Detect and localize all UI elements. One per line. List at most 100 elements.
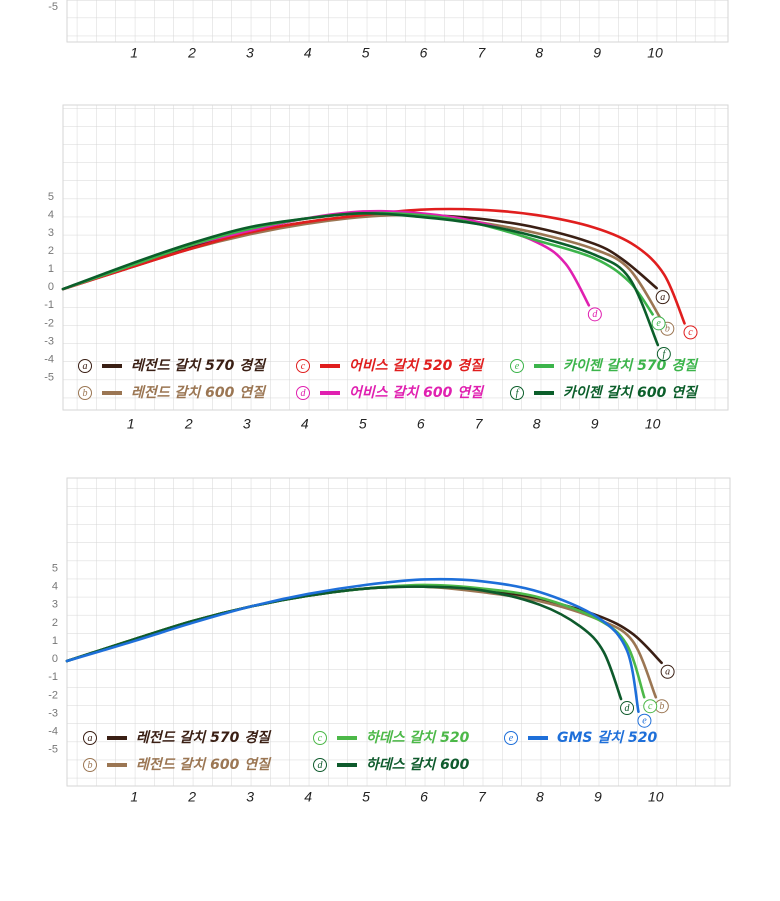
legend-label: 레전드 갈치 570 경질 — [136, 730, 272, 746]
legend-marker-letter: a — [83, 361, 88, 372]
legend-label: 레전드 갈치 600 연질 — [131, 385, 267, 401]
legend-marker — [78, 386, 92, 400]
x-tick-label: 3 — [246, 45, 254, 61]
x-tick-label: 5 — [362, 789, 370, 805]
x-tick-label: 10 — [648, 789, 664, 805]
end-marker-letter: d — [592, 309, 598, 320]
legend-marker-letter: c — [301, 361, 306, 372]
y-tick-label: -1 — [48, 671, 58, 683]
x-tick-label: 8 — [533, 416, 541, 432]
y-tick-label: -3 — [48, 707, 58, 719]
x-tick-label: 5 — [359, 416, 367, 432]
legend-marker — [83, 731, 97, 745]
x-tick-label: 4 — [304, 789, 312, 805]
y-tick-label: 3 — [52, 599, 58, 611]
y-tick-label: -3 — [44, 335, 54, 347]
x-tick-label: 4 — [304, 45, 312, 61]
legend-marker — [296, 359, 310, 373]
x-tick-label: 1 — [127, 416, 135, 432]
legend-label: 어비스 갈치 600 연질 — [349, 385, 485, 401]
end-marker — [656, 347, 671, 362]
x-tick-label: 9 — [594, 789, 602, 805]
y-tick-label: 0 — [48, 281, 54, 293]
x-tick-label: 2 — [184, 416, 193, 432]
end-marker — [660, 664, 675, 679]
y-tick-label: -4 — [48, 726, 58, 738]
y-tick-label: -5 — [48, 1, 58, 13]
y-tick-label: 2 — [48, 245, 54, 257]
y-tick-label: 4 — [52, 581, 58, 593]
y-tick-label: 5 — [52, 562, 58, 574]
y-tick-label: 3 — [48, 227, 54, 239]
legend-label: 레전드 갈치 600 연질 — [136, 757, 272, 773]
plot-area — [62, 104, 729, 411]
x-tick-label: 7 — [475, 416, 484, 432]
end-marker-letter: c — [688, 327, 693, 338]
y-tick-label: -4 — [44, 353, 54, 365]
end-marker-letter: b — [665, 324, 670, 335]
end-marker-letter: a — [665, 667, 670, 678]
trajectory-line — [65, 585, 623, 701]
end-marker — [683, 325, 698, 340]
x-tick-label: 3 — [246, 789, 254, 805]
legend-marker-letter: f — [516, 388, 520, 399]
end-marker-letter: a — [660, 292, 665, 303]
x-tick-label: 6 — [417, 416, 425, 432]
end-marker-letter: c — [648, 701, 653, 712]
x-tick-label: 6 — [420, 789, 428, 805]
plot-area — [66, 0, 729, 43]
x-tick-label: 10 — [647, 45, 663, 61]
legend-marker — [83, 758, 97, 772]
y-tick-label: -2 — [48, 689, 58, 701]
end-marker — [637, 713, 652, 728]
y-tick-label: -5 — [48, 744, 58, 756]
legend-marker — [510, 386, 524, 400]
x-tick-label: 7 — [478, 45, 487, 61]
end-marker — [651, 316, 666, 331]
trajectory-line — [61, 211, 660, 347]
end-marker — [655, 290, 670, 305]
x-tick-label: 8 — [535, 45, 543, 61]
trajectory-line — [65, 577, 640, 714]
x-tick-label: 6 — [420, 45, 428, 61]
x-tick-label: 7 — [478, 789, 487, 805]
legend-label: 카이젠 갈치 600 연질 — [563, 385, 699, 401]
y-tick-label: 0 — [52, 653, 58, 665]
end-marker — [620, 701, 635, 716]
trajectory-line — [61, 207, 686, 325]
y-tick-label: 1 — [48, 263, 54, 275]
x-tick-label: 8 — [536, 789, 544, 805]
legend-marker-letter: b — [88, 760, 93, 771]
legend-marker — [296, 386, 310, 400]
x-tick-label: 3 — [243, 416, 251, 432]
y-tick-label: -1 — [44, 299, 54, 311]
end-marker-letter: d — [625, 703, 631, 714]
legend-marker-letter: e — [515, 361, 520, 372]
legend-marker — [504, 731, 518, 745]
x-tick-label: 2 — [187, 45, 196, 61]
legend-label: 하데스 갈치 520 — [366, 730, 470, 746]
legend-marker — [313, 758, 327, 772]
y-tick-label: 5 — [48, 191, 54, 203]
legend-marker — [78, 359, 92, 373]
y-tick-label: -5 — [44, 371, 54, 383]
legend-marker-letter: b — [83, 388, 88, 399]
legend-marker-letter: e — [509, 733, 514, 744]
legend-label: 카이젠 갈치 570 경질 — [563, 358, 699, 374]
x-tick-label: 1 — [130, 45, 138, 61]
end-marker-letter: e — [656, 318, 661, 329]
plot-area — [66, 477, 731, 787]
x-tick-label: 9 — [591, 416, 599, 432]
x-tick-label: 4 — [301, 416, 309, 432]
end-marker — [587, 307, 602, 322]
y-tick-label: 2 — [52, 617, 58, 629]
x-tick-label: 10 — [645, 416, 661, 432]
x-tick-label: 2 — [187, 789, 196, 805]
legend-label: 레전드 갈치 570 경질 — [131, 358, 267, 374]
legend-marker — [510, 359, 524, 373]
y-tick-label: 1 — [52, 635, 58, 647]
legend-label: 어비스 갈치 520 경질 — [349, 358, 485, 374]
end-marker — [643, 699, 658, 714]
